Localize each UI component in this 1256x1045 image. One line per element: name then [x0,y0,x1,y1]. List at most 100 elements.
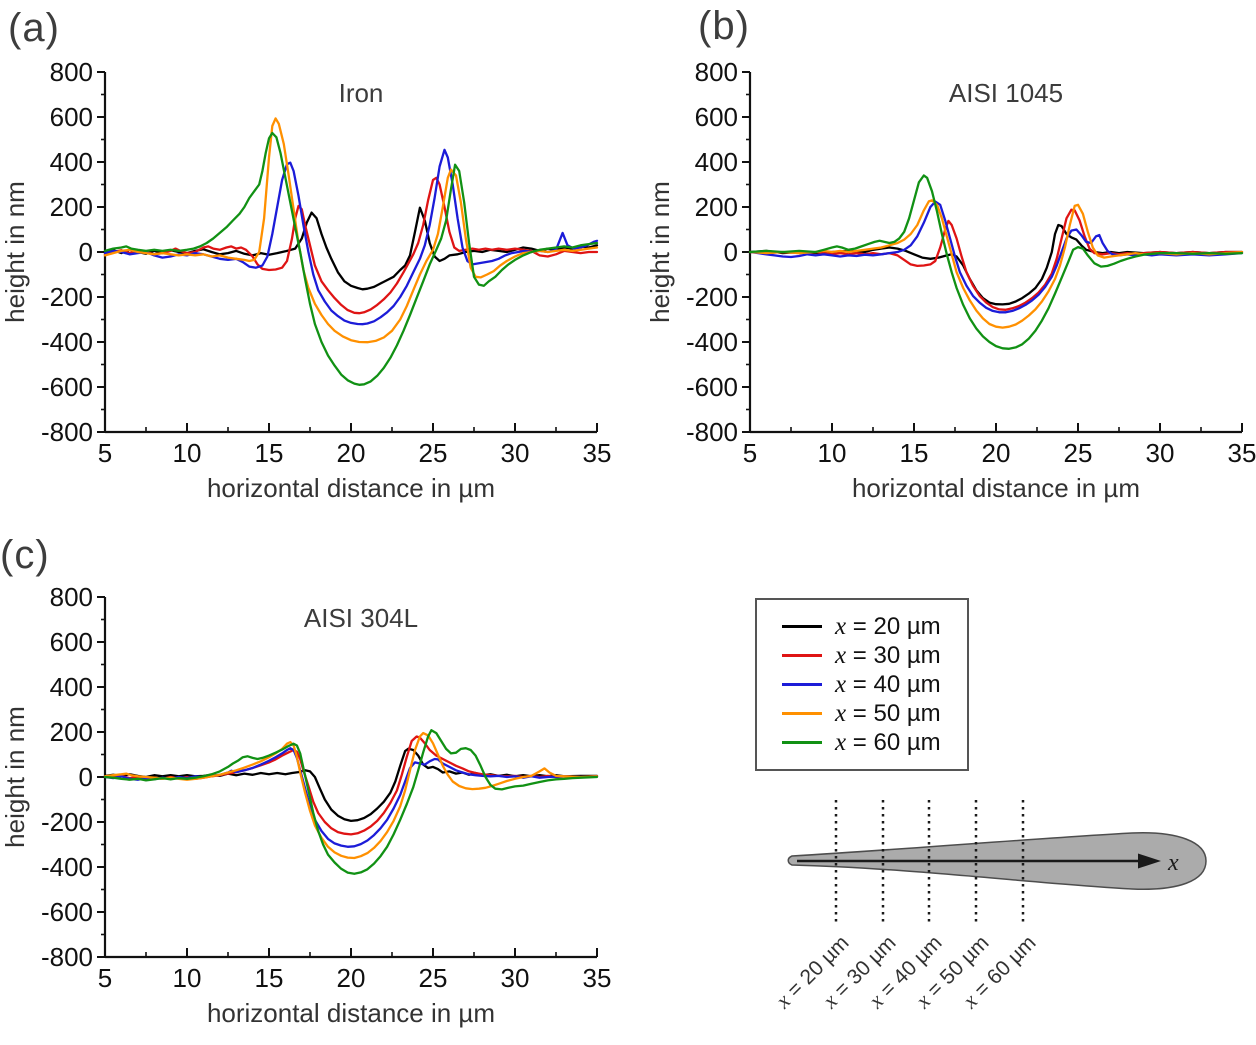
y-tick-label: 600 [50,102,93,132]
series-line-60 [748,174,1244,350]
series-line-50 [748,199,1244,329]
y-tick-label: -400 [686,327,738,357]
legend-label: x = 60 µm [835,728,941,756]
scratch-schematic: x = 20 µm x = 30 µm x = 40 µm x = 50 µm x = … [700,778,1256,1036]
y-tick-label: 600 [50,627,93,657]
x-tick-label: 15 [255,438,284,468]
x-axis-label: horizontal distance in µm [207,473,495,503]
y-tick-label: 200 [50,192,93,222]
x-tick-label: 10 [173,963,202,993]
x-arrow-label: x [1167,850,1179,876]
x-tick-label: 25 [419,963,448,993]
y-tick-label: -200 [41,807,93,837]
series-line-30 [748,208,1244,311]
schematic-svg: x = 20 µmx = 30 µmx = 40 µmx = 50 µmx = … [770,800,1207,1014]
legend-line-swatch [782,741,822,744]
y-tick-label: 400 [50,147,93,177]
x-tick-label: 5 [98,438,112,468]
legend-item-x50: x = 50 µm [757,699,967,728]
y-tick-label: 800 [50,582,93,612]
y-tick-label: -600 [686,372,738,402]
y-tick-label: -600 [41,897,93,927]
y-axis-label: height in nm [645,181,675,323]
series-line-40 [103,148,599,326]
legend-item-x60: x = 60 µm [757,728,967,757]
series-line-40 [103,747,599,848]
x-tick-label: 10 [818,438,847,468]
chart-iron: 800 600 400 200 0 -200 -400 -600 -800 5 10 15 20 25 30… [0,55,612,515]
y-axis-label: height in nm [0,181,30,323]
x-tick-label: 15 [255,963,284,993]
y-tick-label: 800 [695,57,738,87]
legend-item-x40: x = 40 µm [757,670,967,699]
panel-label-c: (c) [0,533,50,577]
x-tick-label: 15 [900,438,929,468]
series-line-50 [103,731,599,860]
y-tick-label: 0 [724,237,738,267]
x-tick-label: 20 [337,438,366,468]
legend-item-x30: x = 30 µm [757,641,967,670]
series-line-60 [103,131,599,386]
panel-label-b: (b) [698,4,750,48]
legend-line-swatch [782,625,822,628]
legend-line-swatch [782,683,822,686]
chart-title: AISI 1045 [949,78,1063,108]
x-tick-label: 35 [583,438,612,468]
x-tick-label: 35 [1228,438,1256,468]
series-line-40 [748,200,1244,314]
legend-item-x20: x = 20 µm [757,612,967,641]
legend-line-swatch [782,654,822,657]
x-tick-label: 5 [743,438,757,468]
y-tick-label: -800 [686,417,738,447]
y-tick-label: 200 [50,717,93,747]
x-tick-label: 5 [98,963,112,993]
y-tick-label: 800 [50,57,93,87]
y-tick-label: -400 [41,852,93,882]
y-tick-label: 200 [695,192,738,222]
y-tick-label: -400 [41,327,93,357]
x-tick-label: 25 [419,438,448,468]
x-tick-label: 30 [1146,438,1175,468]
legend-line-swatch [782,712,822,715]
x-tick-label: 20 [337,963,366,993]
x-tick-label: 25 [1064,438,1093,468]
x-tick-label: 30 [501,438,530,468]
series-line-30 [103,176,599,315]
y-tick-label: -200 [686,282,738,312]
y-axis-label: height in nm [0,706,30,848]
series-line-50 [103,117,599,344]
y-tick-label: -200 [41,282,93,312]
y-tick-label: -600 [41,372,93,402]
legend-label: x = 30 µm [835,641,941,669]
x-tick-label: 30 [501,963,530,993]
series-line-20 [103,206,599,291]
legend: x = 20 µm x = 30 µm x = 40 µm x = 50 µm … [755,598,969,771]
y-tick-label: 400 [50,672,93,702]
legend-label: x = 50 µm [835,699,941,727]
chart-aisi-304l: 800 600 400 200 0 -200 -400 -600 -800 5 10 15 20 25 30… [0,580,612,1040]
x-tick-label: 35 [583,963,612,993]
legend-label: x = 40 µm [835,670,941,698]
x-arrow-head [1138,853,1161,869]
x-axis-label: horizontal distance in µm [852,473,1140,503]
x-tick-label: 20 [982,438,1011,468]
chart-aisi-1045: 800 600 400 200 0 -200 -400 -600 -800 5 10 15 20 25 30… [645,55,1256,515]
panel-label-a: (a) [8,6,60,50]
y-tick-label: 400 [695,147,738,177]
chart-title: AISI 304L [304,603,418,633]
x-tick-label: 10 [173,438,202,468]
x-axis-label: horizontal distance in µm [207,998,495,1028]
y-tick-label: 0 [79,237,93,267]
series-line-60 [103,729,599,875]
y-tick-label: -800 [41,417,93,447]
series-line-20 [748,223,1244,306]
chart-title: Iron [339,78,384,108]
legend-label: x = 20 µm [835,612,941,640]
y-tick-label: 600 [695,102,738,132]
y-tick-label: -800 [41,942,93,972]
y-tick-label: 0 [79,762,93,792]
